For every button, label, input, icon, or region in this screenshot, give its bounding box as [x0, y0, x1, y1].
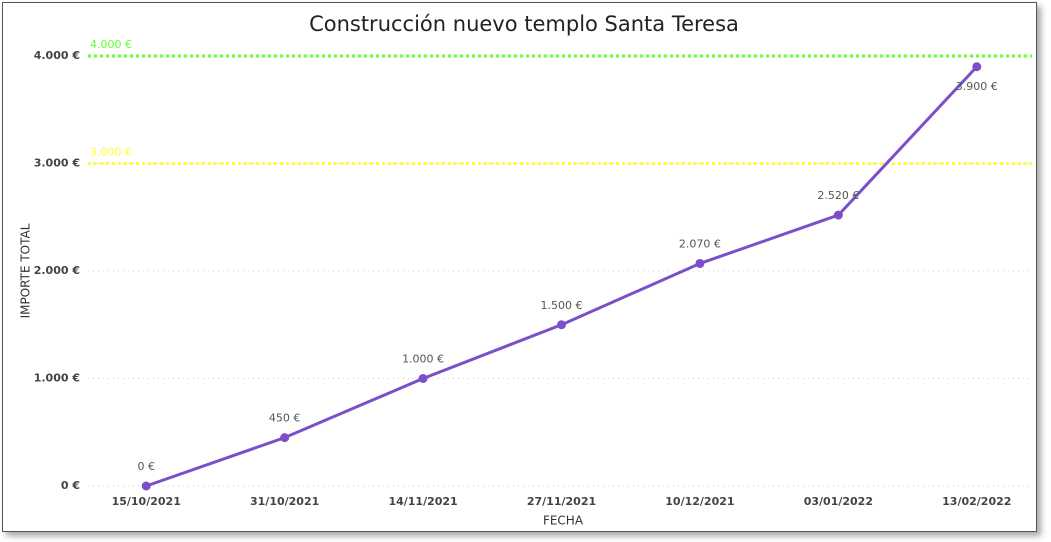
data-label: 450 € — [269, 412, 301, 425]
y-axis-title: IMPORTE TOTAL — [19, 223, 33, 318]
x-tick-label: 13/02/2022 — [942, 495, 1011, 508]
x-axis-title: FECHA — [543, 514, 584, 528]
x-tick-label: 15/10/2021 — [112, 495, 181, 508]
x-tick-label: 03/01/2022 — [804, 495, 873, 508]
y-tick-label: 3.000 € — [34, 157, 80, 170]
data-point — [280, 433, 290, 443]
data-label: 3.900 € — [956, 80, 998, 93]
data-point — [972, 62, 982, 72]
chart-title: Construcción nuevo templo Santa Teresa — [309, 12, 739, 36]
x-tick-label: 14/11/2021 — [388, 495, 457, 508]
reference-label: 3.000 € — [90, 146, 132, 159]
data-label: 2.520 € — [817, 189, 859, 202]
x-tick-label: 31/10/2021 — [250, 495, 319, 508]
reference-label: 4.000 € — [90, 38, 132, 51]
data-label: 1.500 € — [541, 299, 583, 312]
data-point — [557, 320, 566, 330]
data-point — [418, 374, 428, 383]
chart-card — [2, 2, 1037, 532]
y-tick-label: 4.000 € — [34, 49, 80, 62]
data-point — [695, 258, 705, 268]
data-label: 2.070 € — [679, 237, 721, 250]
data-label: 0 € — [137, 460, 155, 473]
data-point — [141, 481, 151, 491]
x-tick-label: 27/11/2021 — [527, 495, 596, 508]
x-tick-label: 10/12/2021 — [665, 495, 734, 508]
data-point — [833, 210, 843, 220]
y-tick-label: 2.000 € — [34, 264, 80, 277]
data-label: 1.000 € — [402, 353, 444, 366]
y-tick-label: 0 € — [61, 479, 80, 492]
y-tick-label: 1.000 € — [34, 372, 80, 385]
